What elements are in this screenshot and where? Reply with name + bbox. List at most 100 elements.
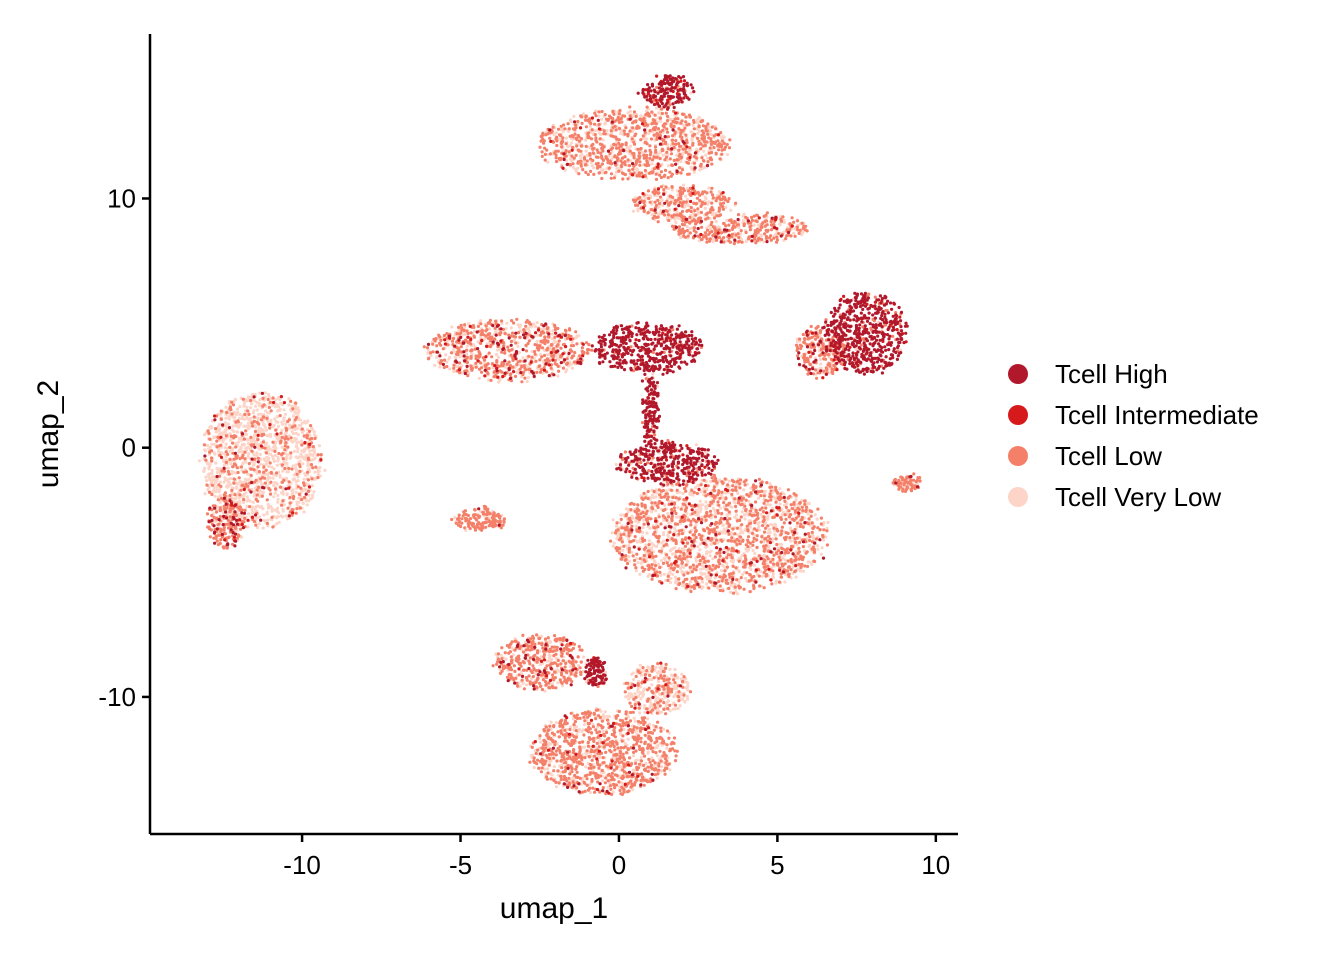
scatter-point — [790, 216, 794, 220]
scatter-point — [609, 172, 614, 176]
scatter-point — [273, 417, 277, 421]
scatter-point — [611, 126, 615, 130]
scatter-point — [426, 351, 430, 355]
scatter-point — [577, 334, 581, 338]
scatter-point — [273, 398, 277, 402]
scatter-point — [664, 111, 668, 115]
scatter-point — [634, 159, 638, 163]
scatter-point — [677, 148, 681, 152]
scatter-point — [284, 456, 288, 460]
scatter-point — [275, 436, 279, 440]
scatter-point — [218, 494, 222, 498]
scatter-point — [654, 177, 659, 181]
scatter-point — [688, 146, 692, 150]
scatter-point — [591, 158, 595, 163]
scatter-point — [819, 362, 823, 366]
scatter-point — [821, 538, 826, 542]
scatter-point — [575, 144, 579, 148]
scatter-point — [242, 424, 246, 428]
scatter-point — [683, 699, 687, 703]
scatter-point — [243, 401, 247, 405]
scatter-point — [299, 439, 304, 443]
scatter-point — [291, 464, 295, 468]
scatter-point — [266, 448, 270, 452]
scatter-point — [535, 339, 539, 343]
scatter-point — [703, 165, 707, 169]
scatter-point — [773, 522, 777, 527]
scatter-point — [302, 510, 306, 514]
scatter-point — [652, 167, 657, 171]
scatter-point — [270, 454, 275, 458]
scatter-point — [697, 139, 701, 143]
scatter-point — [274, 473, 278, 478]
scatter-point — [559, 124, 563, 128]
scatter-point — [632, 716, 636, 720]
scatter-point — [601, 158, 606, 162]
scatter-point — [313, 470, 317, 474]
scatter-point — [255, 408, 259, 412]
scatter-point — [584, 144, 588, 148]
scatter-point — [668, 570, 672, 575]
scatter-point — [240, 462, 245, 466]
scatter-point — [668, 667, 672, 671]
scatter-point — [609, 129, 613, 133]
scatter-point — [619, 164, 623, 168]
scatter-point — [679, 171, 683, 175]
scatter-point — [703, 195, 707, 199]
scatter-point — [785, 234, 789, 238]
scatter-point — [559, 127, 563, 132]
scatter-point — [650, 510, 654, 514]
scatter-point — [629, 144, 633, 148]
scatter-point — [662, 138, 666, 142]
scatter-point — [659, 170, 664, 174]
scatter-point — [660, 111, 665, 116]
scatter-point — [655, 776, 659, 780]
scatter-point — [610, 531, 614, 535]
scatter-point — [791, 565, 795, 569]
scatter-point — [276, 459, 280, 463]
scatter-point — [521, 681, 525, 686]
scatter-point — [685, 229, 689, 233]
scatter-point — [684, 150, 688, 154]
scatter-point — [729, 208, 733, 212]
scatter-point — [641, 117, 645, 121]
scatter-point — [255, 451, 259, 455]
scatter-point — [583, 163, 588, 167]
scatter-point — [287, 423, 291, 427]
scatter-point — [710, 162, 714, 166]
scatter-point — [216, 450, 221, 454]
scatter-point — [701, 585, 705, 589]
scatter-point — [745, 549, 749, 553]
scatter-point — [664, 703, 669, 707]
scatter-point — [281, 509, 285, 513]
scatter-point — [706, 160, 710, 164]
scatter-point — [307, 499, 311, 503]
scatter-point — [618, 109, 622, 113]
scatter-point — [598, 142, 602, 146]
scatter-point — [556, 127, 561, 131]
scatter-point — [219, 412, 223, 416]
scatter-point — [309, 458, 314, 462]
scatter-point — [725, 142, 729, 147]
scatter-point — [774, 581, 778, 585]
scatter-point — [607, 166, 611, 170]
scatter-point — [678, 490, 682, 494]
scatter-point — [652, 133, 656, 137]
scatter-point — [286, 470, 290, 474]
scatter-point — [223, 428, 227, 432]
scatter-point — [612, 176, 617, 180]
scatter-point — [301, 501, 305, 505]
scatter-point — [515, 370, 519, 375]
scatter-point — [246, 455, 250, 459]
scatter-point — [673, 117, 677, 121]
scatter-point — [460, 371, 464, 375]
scatter-point — [458, 355, 462, 359]
scatter-point — [576, 133, 580, 138]
scatter-point — [679, 121, 683, 125]
scatter-point — [304, 473, 308, 477]
scatter-point — [581, 112, 586, 116]
scatter-point — [692, 127, 696, 131]
scatter-point — [631, 671, 635, 675]
scatter-point — [310, 493, 315, 497]
scatter-point — [273, 403, 277, 407]
